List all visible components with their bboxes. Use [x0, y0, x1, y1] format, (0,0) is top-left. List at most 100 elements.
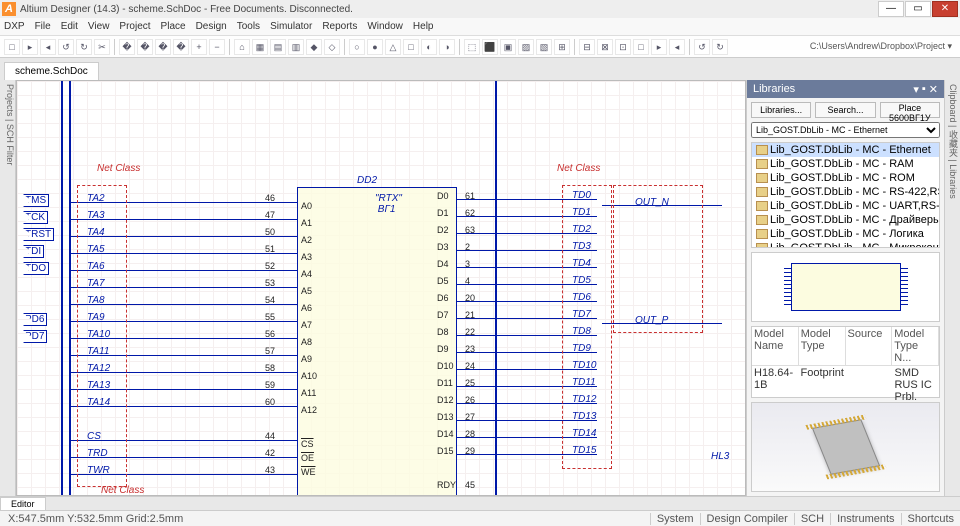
menu-dxp[interactable]: DXP: [4, 21, 25, 32]
statusbar: X:547.5mm Y:532.5mm Grid:2.5mm SystemDes…: [0, 510, 960, 526]
toolbar-icon[interactable]: △: [385, 39, 401, 55]
toolbar-icon[interactable]: �: [173, 39, 189, 55]
library-dropdown[interactable]: Lib_GOST.DbLib - МС - Ethernet: [751, 122, 940, 138]
toolbar-icon[interactable]: ▸: [22, 39, 38, 55]
toolbar-icon[interactable]: ⊠: [597, 39, 613, 55]
library-item[interactable]: Lib_GOST.DbLib - МС - RS-422,RS-485: [752, 185, 939, 199]
toolbar-icon[interactable]: ▦: [252, 39, 268, 55]
toolbar-icon[interactable]: ○: [349, 39, 365, 55]
library-item[interactable]: Lib_GOST.DbLib - МС - Ethernet: [752, 143, 939, 157]
status-system[interactable]: System: [650, 513, 700, 525]
symbol-preview: [751, 252, 940, 322]
toolbar-icon[interactable]: ◂: [40, 39, 56, 55]
panel-header[interactable]: Libraries ▾▪✕: [747, 80, 944, 98]
window-controls: — ▭ ✕: [877, 1, 958, 17]
toolbar-icon[interactable]: ↺: [694, 39, 710, 55]
editor-tabs: Editor: [0, 496, 960, 510]
toolbar-icon[interactable]: ⬛: [482, 39, 498, 55]
search-button[interactable]: Search...: [815, 102, 875, 118]
toolbar-icon[interactable]: �: [155, 39, 171, 55]
toolbar-icon[interactable]: ◇: [324, 39, 340, 55]
status-design-compiler[interactable]: Design Compiler: [700, 513, 794, 525]
toolbar-icon[interactable]: �: [137, 39, 153, 55]
toolbar-icon[interactable]: ◑: [439, 39, 455, 55]
close-button[interactable]: ✕: [932, 1, 958, 17]
menu-place[interactable]: Place: [161, 21, 186, 32]
toolbar-icon[interactable]: □: [403, 39, 419, 55]
window-title: Altium Designer (14.3) - scheme.SchDoc -…: [20, 4, 877, 15]
menu-simulator[interactable]: Simulator: [270, 21, 312, 32]
menu-project[interactable]: Project: [119, 21, 150, 32]
toolbar-icon[interactable]: ⊟: [579, 39, 595, 55]
app-logo: A: [2, 2, 16, 16]
address-bar[interactable]: C:\Users\Andrew\Dropbox\Project ▾: [810, 41, 952, 52]
footprint-preview: [751, 402, 940, 492]
toolbar-icon[interactable]: ⊡: [615, 39, 631, 55]
library-item[interactable]: Lib_GOST.DbLib - МС - RAM: [752, 157, 939, 171]
port: TMS: [23, 194, 49, 207]
menubar: DXP File Edit View Project Place Design Tools Si…: [0, 18, 960, 36]
library-item[interactable]: Lib_GOST.DbLib - МС - Логика: [752, 227, 939, 241]
menu-design[interactable]: Design: [196, 21, 227, 32]
right-dock-strip[interactable]: Clipboard | 收藏夹 | Libraries: [944, 80, 960, 496]
status-coords: X:547.5mm Y:532.5mm Grid:2.5mm: [0, 513, 191, 525]
library-item[interactable]: Lib_GOST.DbLib - МС - Микроконтроллеры: [752, 241, 939, 248]
toolbar-icon[interactable]: ▥: [288, 39, 304, 55]
toolbar: □▸◂↺↻✂📋🔍+−⌂▦▤▥◆◇○●△□◐◑⬚⬛▣▨▧⊞⊟⊠⊡□▸◂↺↻C:\U…: [0, 36, 960, 58]
menu-help[interactable]: Help: [413, 21, 434, 32]
minimize-button[interactable]: —: [878, 1, 904, 17]
maximize-button[interactable]: ▭: [905, 1, 931, 17]
toolbar-icon[interactable]: ⬚: [464, 39, 480, 55]
menu-reports[interactable]: Reports: [322, 21, 357, 32]
menu-window[interactable]: Window: [367, 21, 403, 32]
toolbar-icon[interactable]: □: [633, 39, 649, 55]
library-list[interactable]: Lib_GOST.DbLib - МС - EthernetLib_GOST.D…: [751, 142, 940, 248]
editor-tab[interactable]: Editor: [0, 497, 46, 510]
status-shortcuts[interactable]: Shortcuts: [901, 513, 960, 525]
document-tabs: scheme.SchDoc: [0, 58, 960, 80]
toolbar-icon[interactable]: ⊞: [554, 39, 570, 55]
toolbar-icon[interactable]: �: [119, 39, 135, 55]
menu-tools[interactable]: Tools: [237, 21, 260, 32]
status-sch[interactable]: SCH: [794, 513, 830, 525]
toolbar-icon[interactable]: □: [4, 39, 20, 55]
place-button[interactable]: Place 5600ВГ1У: [880, 102, 940, 118]
toolbar-icon[interactable]: ▧: [536, 39, 552, 55]
toolbar-icon[interactable]: ◐: [421, 39, 437, 55]
port: TDI: [23, 245, 44, 258]
toolbar-icon[interactable]: ▸: [651, 39, 667, 55]
toolbar-icon[interactable]: ◆: [306, 39, 322, 55]
libraries-button[interactable]: Libraries...: [751, 102, 811, 118]
model-table: Model NameModel TypeSourceModel Type N..…: [751, 326, 940, 398]
port: TRST: [23, 228, 54, 241]
port: PD6: [23, 313, 47, 326]
port: PD7: [23, 330, 47, 343]
status-instruments[interactable]: Instruments: [830, 513, 900, 525]
panel-pin-icon[interactable]: ▪: [922, 83, 926, 96]
panel-title: Libraries: [753, 83, 795, 95]
panel-close-icon[interactable]: ✕: [929, 83, 938, 96]
toolbar-icon[interactable]: ●: [367, 39, 383, 55]
toolbar-icon[interactable]: −: [209, 39, 225, 55]
schematic-editor[interactable]: DD2"RTX" ВГ1A0A1A2A3A4A5A6A7A8A9A10A11A1…: [16, 80, 746, 496]
library-item[interactable]: Lib_GOST.DbLib - МС - UART,RS-232: [752, 199, 939, 213]
left-dock-strip[interactable]: Projects | SCH Filter: [0, 80, 16, 496]
library-item[interactable]: Lib_GOST.DbLib - МС - ROM: [752, 171, 939, 185]
toolbar-icon[interactable]: ▣: [500, 39, 516, 55]
menu-view[interactable]: View: [88, 21, 110, 32]
toolbar-icon[interactable]: ▨: [518, 39, 534, 55]
toolbar-icon[interactable]: ↻: [76, 39, 92, 55]
toolbar-icon[interactable]: ⌂: [234, 39, 250, 55]
toolbar-icon[interactable]: ↻: [712, 39, 728, 55]
document-tab[interactable]: scheme.SchDoc: [4, 62, 99, 80]
chip-3d-icon: [811, 419, 879, 475]
toolbar-icon[interactable]: ✂: [94, 39, 110, 55]
library-item[interactable]: Lib_GOST.DbLib - МС - Драйверы затвора: [752, 213, 939, 227]
toolbar-icon[interactable]: ▤: [270, 39, 286, 55]
panel-menu-icon[interactable]: ▾: [913, 83, 919, 96]
toolbar-icon[interactable]: +: [191, 39, 207, 55]
toolbar-icon[interactable]: ↺: [58, 39, 74, 55]
menu-file[interactable]: File: [35, 21, 51, 32]
menu-edit[interactable]: Edit: [61, 21, 78, 32]
toolbar-icon[interactable]: ◂: [669, 39, 685, 55]
